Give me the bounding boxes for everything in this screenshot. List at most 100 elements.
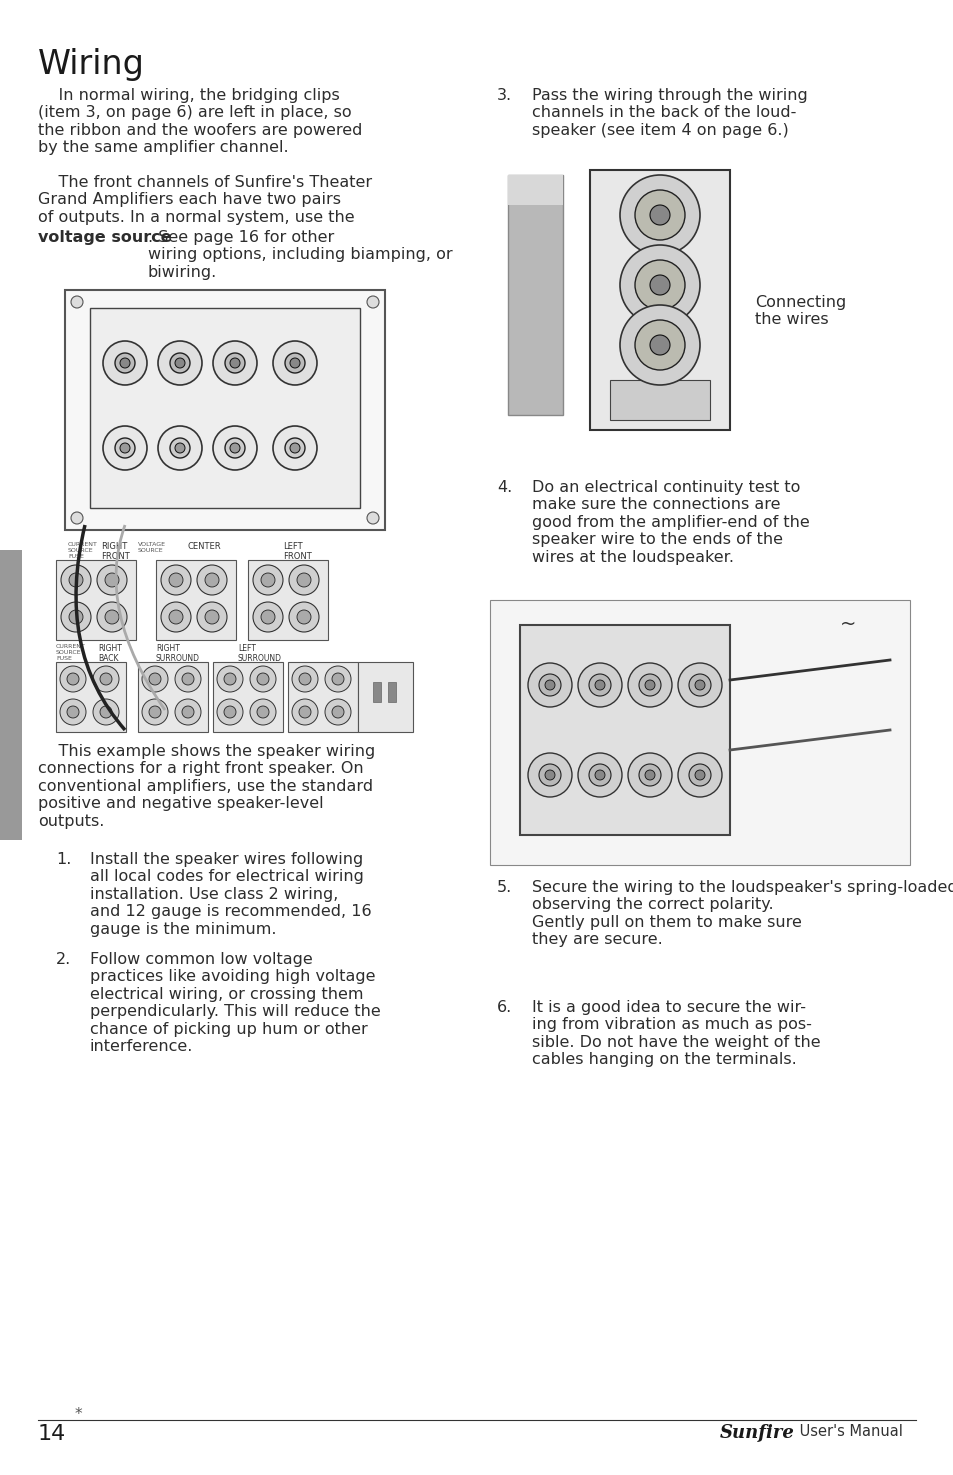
Circle shape [92, 699, 119, 726]
Bar [90, 308, 359, 507]
Circle shape [225, 438, 245, 459]
Circle shape [158, 341, 202, 385]
Bar [357, 662, 413, 732]
Bar [56, 662, 126, 732]
Circle shape [261, 611, 274, 624]
Text: voltage source: voltage source [38, 230, 172, 245]
Circle shape [250, 667, 275, 692]
Circle shape [688, 674, 710, 696]
Circle shape [292, 667, 317, 692]
Text: Install the speaker wires following
all local codes for electrical wiring
instal: Install the speaker wires following all … [90, 853, 372, 937]
Circle shape [67, 707, 79, 718]
Circle shape [224, 673, 235, 684]
Circle shape [161, 602, 191, 631]
Text: CURRENT
SOURCE
FUSE: CURRENT SOURCE FUSE [68, 541, 98, 559]
Bar [507, 176, 562, 205]
Circle shape [595, 680, 604, 690]
Circle shape [213, 341, 256, 385]
Circle shape [149, 707, 161, 718]
Text: User's Manual: User's Manual [794, 1423, 902, 1440]
Circle shape [678, 754, 721, 797]
Circle shape [92, 667, 119, 692]
Circle shape [588, 674, 610, 696]
Circle shape [296, 572, 311, 587]
Circle shape [544, 770, 555, 780]
Text: CURRENT
SOURCE
FUSE: CURRENT SOURCE FUSE [56, 645, 86, 661]
Circle shape [205, 611, 219, 624]
Circle shape [332, 707, 344, 718]
Circle shape [289, 602, 318, 631]
Text: Wiring: Wiring [38, 49, 145, 81]
Text: 6.: 6. [497, 1000, 512, 1015]
Circle shape [205, 572, 219, 587]
Circle shape [688, 764, 710, 786]
Circle shape [224, 707, 235, 718]
Circle shape [285, 438, 305, 459]
Circle shape [578, 662, 621, 707]
Circle shape [649, 335, 669, 355]
Circle shape [325, 667, 351, 692]
Circle shape [69, 572, 83, 587]
Circle shape [230, 442, 240, 453]
Circle shape [538, 764, 560, 786]
Circle shape [174, 667, 201, 692]
Circle shape [60, 667, 86, 692]
Circle shape [60, 699, 86, 726]
Circle shape [100, 673, 112, 684]
Circle shape [273, 341, 316, 385]
Circle shape [619, 176, 700, 255]
Circle shape [115, 438, 135, 459]
Text: Follow common low voltage
practices like avoiding high voltage
electrical wiring: Follow common low voltage practices like… [90, 951, 380, 1055]
Text: RIGHT
SURROUND: RIGHT SURROUND [156, 645, 200, 664]
Circle shape [170, 353, 190, 373]
Circle shape [627, 662, 671, 707]
Circle shape [292, 699, 317, 726]
Circle shape [253, 565, 283, 594]
Circle shape [639, 674, 660, 696]
Text: VOLTAGE
SOURCE: VOLTAGE SOURCE [138, 541, 166, 553]
Bar [156, 560, 235, 640]
Circle shape [538, 674, 560, 696]
Text: Pass the wiring through the wiring
channels in the back of the loud-
speaker (se: Pass the wiring through the wiring chann… [532, 88, 807, 137]
Text: Sunfire: Sunfire [720, 1423, 794, 1443]
Circle shape [174, 358, 185, 367]
Circle shape [115, 353, 135, 373]
Circle shape [225, 353, 245, 373]
Circle shape [261, 572, 274, 587]
Bar [0, 550, 22, 839]
Bar [65, 291, 385, 530]
Bar [138, 662, 208, 732]
Circle shape [325, 699, 351, 726]
Circle shape [332, 673, 344, 684]
Circle shape [97, 565, 127, 594]
Circle shape [644, 680, 655, 690]
Text: RIGHT
BACK: RIGHT BACK [98, 645, 122, 664]
Circle shape [695, 770, 704, 780]
Circle shape [174, 442, 185, 453]
Circle shape [169, 572, 183, 587]
Text: LEFT
SURROUND: LEFT SURROUND [237, 645, 282, 664]
Circle shape [169, 611, 183, 624]
Circle shape [149, 673, 161, 684]
Circle shape [619, 305, 700, 385]
Circle shape [69, 611, 83, 624]
Circle shape [298, 707, 311, 718]
Bar [609, 381, 709, 420]
Circle shape [635, 320, 684, 370]
Circle shape [588, 764, 610, 786]
Circle shape [71, 296, 83, 308]
Text: . See page 16 for other
wiring options, including biamping, or
biwiring.: . See page 16 for other wiring options, … [148, 230, 452, 280]
Circle shape [367, 512, 378, 524]
Circle shape [644, 770, 655, 780]
Circle shape [196, 602, 227, 631]
Circle shape [100, 707, 112, 718]
Circle shape [142, 667, 168, 692]
Circle shape [256, 673, 269, 684]
Text: 2.: 2. [56, 951, 71, 968]
Text: This example shows the speaker wiring
connections for a right front speaker. On
: This example shows the speaker wiring co… [38, 743, 375, 829]
Circle shape [253, 602, 283, 631]
Circle shape [695, 680, 704, 690]
Bar [519, 625, 729, 835]
Bar [589, 170, 729, 431]
Circle shape [527, 754, 572, 797]
